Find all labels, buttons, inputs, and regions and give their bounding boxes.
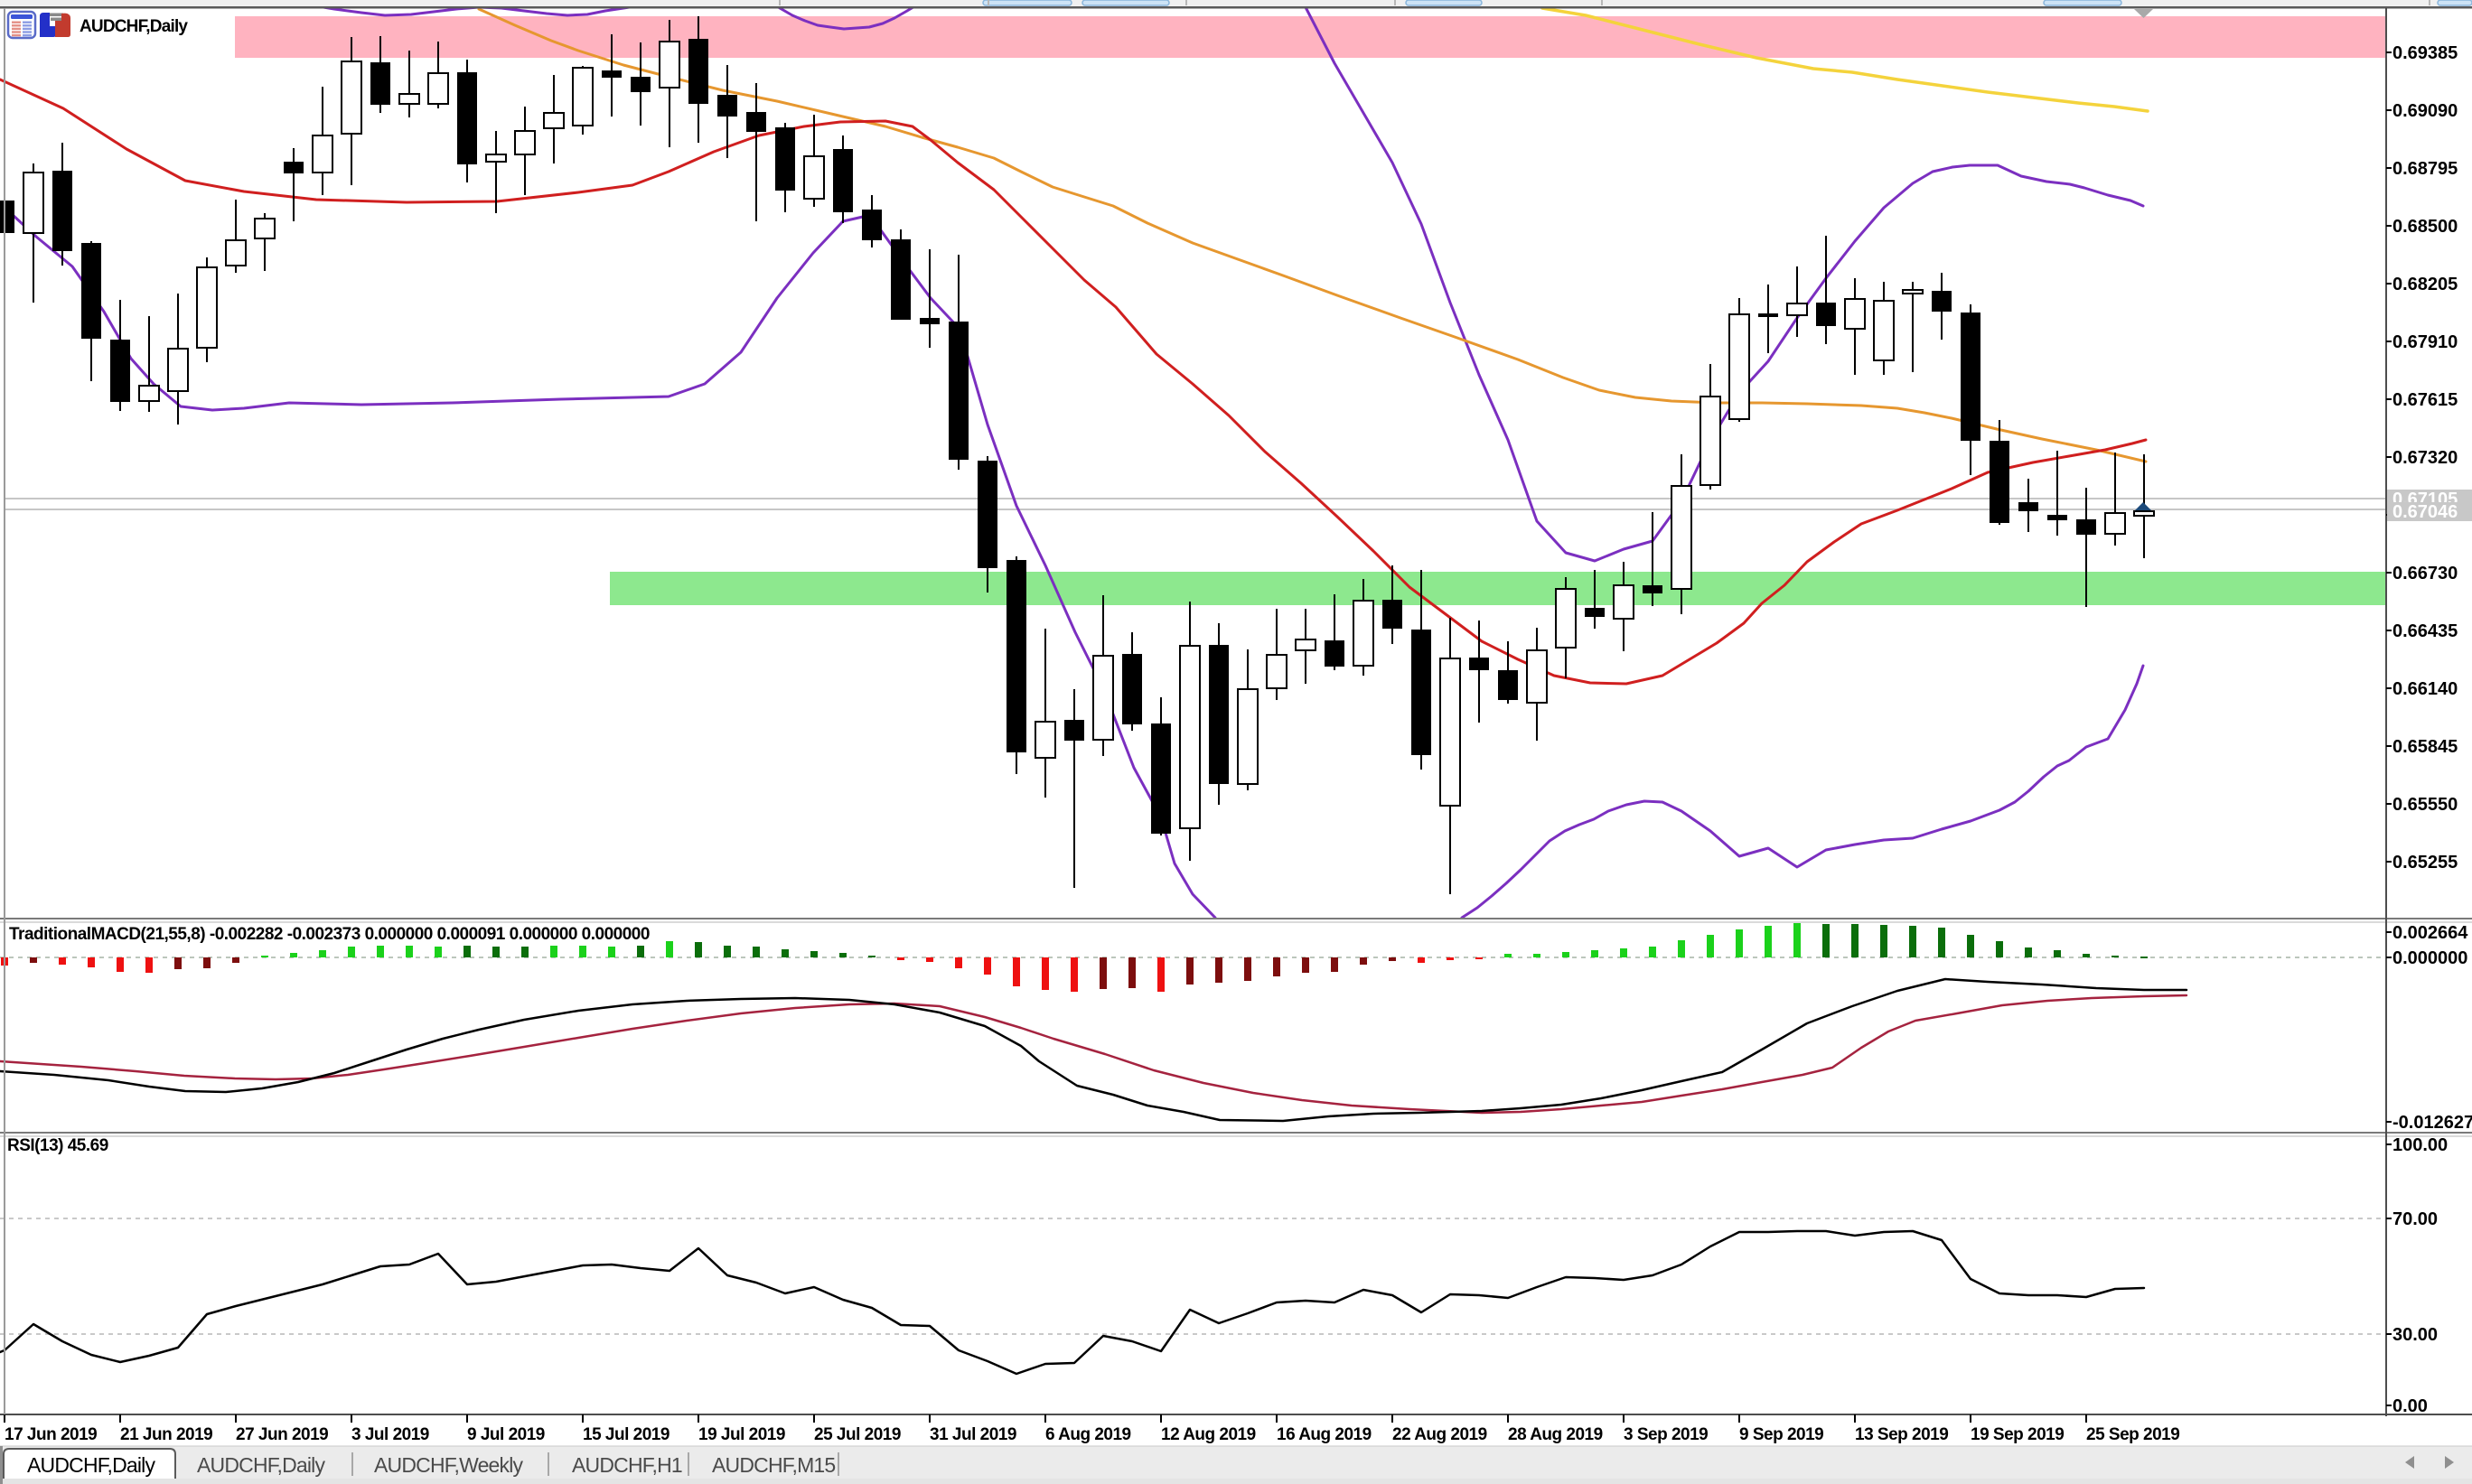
svg-text:27 Jun 2019: 27 Jun 2019 <box>236 1425 328 1444</box>
svg-text:6 Aug 2019: 6 Aug 2019 <box>1045 1425 1131 1444</box>
svg-text:3 Jul 2019: 3 Jul 2019 <box>351 1425 429 1444</box>
svg-text:31 Jul 2019: 31 Jul 2019 <box>930 1425 1016 1444</box>
svg-text:100.00: 100.00 <box>2392 1135 2448 1155</box>
svg-text:30.00: 30.00 <box>2392 1325 2438 1345</box>
svg-text:0.66140: 0.66140 <box>2392 679 2458 699</box>
svg-text:0.67910: 0.67910 <box>2392 332 2458 352</box>
svg-text:AUDCHF,H1: AUDCHF,H1 <box>572 1453 682 1477</box>
svg-text:AUDCHF,Daily: AUDCHF,Daily <box>80 17 188 36</box>
svg-text:28 Aug 2019: 28 Aug 2019 <box>1508 1425 1603 1444</box>
svg-text:0.67615: 0.67615 <box>2392 390 2458 410</box>
svg-text:0.66435: 0.66435 <box>2392 621 2458 641</box>
svg-text:-0.012627: -0.012627 <box>2392 1113 2472 1133</box>
svg-text:AUDCHF,Weekly: AUDCHF,Weekly <box>374 1453 524 1477</box>
svg-text:9 Jul 2019: 9 Jul 2019 <box>467 1425 545 1444</box>
svg-text:17 Jun 2019: 17 Jun 2019 <box>5 1425 97 1444</box>
svg-text:0.65255: 0.65255 <box>2392 853 2458 873</box>
svg-text:22 Aug 2019: 22 Aug 2019 <box>1392 1425 1487 1444</box>
svg-text:0.65845: 0.65845 <box>2392 737 2458 757</box>
svg-text:TraditionalMACD(21,55,8) -0.00: TraditionalMACD(21,55,8) -0.002282 -0.00… <box>9 925 650 944</box>
svg-text:AUDCHF,Daily: AUDCHF,Daily <box>197 1453 325 1477</box>
svg-text:0.00: 0.00 <box>2392 1396 2428 1416</box>
svg-text:25 Jul 2019: 25 Jul 2019 <box>814 1425 901 1444</box>
svg-text:15 Jul 2019: 15 Jul 2019 <box>583 1425 670 1444</box>
svg-text:19 Jul 2019: 19 Jul 2019 <box>698 1425 785 1444</box>
svg-text:0.002664: 0.002664 <box>2392 923 2468 943</box>
svg-text:AUDCHF,Daily: AUDCHF,Daily <box>27 1453 155 1477</box>
svg-text:70.00: 70.00 <box>2392 1209 2438 1229</box>
svg-text:RSI(13) 45.69: RSI(13) 45.69 <box>7 1136 108 1155</box>
svg-text:19 Sep 2019: 19 Sep 2019 <box>1971 1425 2064 1444</box>
svg-text:0.66730: 0.66730 <box>2392 564 2458 583</box>
svg-text:13 Sep 2019: 13 Sep 2019 <box>1855 1425 1948 1444</box>
svg-text:3 Sep 2019: 3 Sep 2019 <box>1624 1425 1708 1444</box>
svg-text:0.65550: 0.65550 <box>2392 795 2458 815</box>
svg-text:21 Jun 2019: 21 Jun 2019 <box>120 1425 212 1444</box>
svg-text:16 Aug 2019: 16 Aug 2019 <box>1277 1425 1372 1444</box>
svg-text:0.68205: 0.68205 <box>2392 275 2458 294</box>
svg-text:0.68500: 0.68500 <box>2392 217 2458 237</box>
svg-text:AUDCHF,M15: AUDCHF,M15 <box>712 1453 835 1477</box>
svg-text:0.67046: 0.67046 <box>2392 502 2458 522</box>
svg-text:0.68795: 0.68795 <box>2392 159 2458 179</box>
svg-text:0.69385: 0.69385 <box>2392 43 2458 63</box>
svg-text:0.69090: 0.69090 <box>2392 101 2458 121</box>
svg-text:0.000000: 0.000000 <box>2392 948 2467 968</box>
svg-text:12 Aug 2019: 12 Aug 2019 <box>1161 1425 1256 1444</box>
svg-text:0.67320: 0.67320 <box>2392 448 2458 468</box>
svg-text:25 Sep 2019: 25 Sep 2019 <box>2086 1425 2179 1444</box>
svg-text:9 Sep 2019: 9 Sep 2019 <box>1739 1425 1823 1444</box>
